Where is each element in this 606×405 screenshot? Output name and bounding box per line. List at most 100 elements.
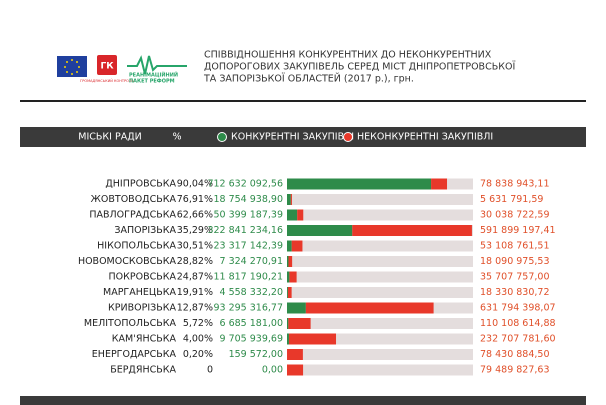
bar-segment — [287, 209, 298, 221]
value-label: 0,00 — [262, 365, 283, 376]
rpr-text: РЕАНІМАЦІЙНИЙ — [129, 71, 178, 79]
category-label: ДНІПРОВСЬКА — [105, 179, 176, 190]
bar-segment — [431, 178, 448, 190]
header-bar — [20, 127, 586, 147]
percent-label: 19,91% — [177, 287, 213, 298]
value-label: 30 038 722,59 — [480, 210, 550, 221]
bar-track — [287, 349, 473, 360]
category-label: МЕЛІТОПОЛЬСЬКА — [84, 318, 177, 329]
category-label: КАМ'ЯНСЬКА — [112, 334, 177, 345]
separator — [20, 100, 586, 102]
value-label: 50 399 187,39 — [213, 210, 283, 221]
bar-track — [287, 194, 473, 205]
value-label: 18 330 830,72 — [480, 287, 550, 298]
percent-label: 12,87% — [177, 303, 213, 314]
bar-segment — [287, 318, 289, 329]
value-label: 11 817 190,21 — [213, 272, 283, 283]
bar-track — [287, 209, 473, 221]
rpr-logo — [127, 55, 187, 75]
category-label: МАРГАНЕЦЬКА — [103, 287, 177, 298]
category-label: ПОКРОВСЬКА — [109, 272, 177, 283]
bar-segment — [287, 287, 288, 298]
value-label: 18 754 938,90 — [213, 194, 283, 205]
bar-track — [287, 256, 473, 267]
percent-label: 0,20% — [183, 349, 213, 360]
value-label: 93 295 316,77 — [213, 303, 283, 314]
chart-title: ДОПОРОГОВИХ ЗАКУПІВЕЛЬ СЕРЕД МІСТ ДНІПРО… — [204, 62, 515, 73]
gk-caption: ГРОМАДЯНСЬКИЙ КОНТРОЛЬ — [80, 78, 134, 83]
gk-logo-text: ГК — [100, 62, 114, 72]
percent-label: 30,51% — [177, 241, 213, 252]
category-label: ЖОВТОВОДСЬКА — [91, 194, 177, 205]
bar-segment — [291, 240, 303, 252]
bar-segment — [287, 364, 304, 376]
category-label: БЕРДЯНСЬКА — [110, 365, 176, 376]
percent-label: 76,91% — [177, 194, 213, 205]
category-label: ЗАПОРІЗЬКА — [114, 225, 176, 236]
bar-segment — [352, 225, 472, 236]
value-label: 53 108 761,51 — [480, 241, 550, 252]
category-label: НОВОМОСКОВСЬКА — [78, 256, 177, 267]
eu-stars — [64, 59, 80, 75]
percent-label: 4,00% — [183, 334, 213, 345]
percent-label: 35,29% — [177, 225, 213, 236]
value-label: 78 430 884,50 — [480, 349, 550, 360]
bar-segment — [288, 333, 337, 345]
bar-segment — [287, 178, 432, 190]
value-label: 5 631 791,59 — [480, 194, 543, 205]
legend-marker — [217, 132, 227, 142]
value-label: 35 707 757,00 — [480, 272, 550, 283]
bar-segment — [297, 209, 304, 221]
percent-label: 5,72% — [183, 318, 213, 329]
value-label: 6 685 181,00 — [220, 318, 283, 329]
category-header: МІСЬКІ РАДИ — [78, 132, 141, 143]
rpr-text: ПАКЕТ РЕФОРМ — [129, 79, 175, 85]
bar-segment — [290, 194, 292, 205]
percent-label: 90,04% — [177, 179, 213, 190]
legend-marker — [343, 132, 353, 142]
value-label: 232 707 781,60 — [480, 334, 556, 345]
value-label: 4 558 332,20 — [220, 287, 283, 298]
percent-header: % — [172, 132, 181, 143]
value-label: 79 489 827,63 — [480, 365, 550, 376]
value-label: 18 090 975,53 — [480, 256, 550, 267]
footer-bar — [20, 396, 586, 405]
legend-label: НЕКОНКУРЕНТНІ ЗАКУПІВЛІ — [357, 132, 493, 143]
bar-segment — [287, 349, 303, 360]
value-label: 7 324 270,91 — [220, 256, 283, 267]
bar-segment — [287, 302, 306, 314]
bar-segment — [287, 271, 290, 283]
value-label: 23 317 142,39 — [213, 241, 283, 252]
value-label: 78 838 943,11 — [480, 179, 550, 190]
bar-segment — [305, 302, 434, 314]
bar-track — [287, 364, 473, 376]
category-label: ПАВЛОГРАДСЬКА — [89, 210, 176, 221]
value-label: 9 705 939,69 — [220, 334, 283, 345]
bar-segment — [287, 256, 289, 267]
bar-segment — [287, 240, 292, 252]
bar-track — [287, 271, 473, 283]
bar-segment — [288, 318, 311, 329]
chart-title: СПІВВІДНОШЕННЯ КОНКУРЕНТНИХ ДО НЕКОНКУРЕ… — [204, 50, 492, 61]
eu-flag — [57, 56, 87, 77]
bar-track — [287, 240, 473, 252]
bar-segment — [288, 256, 293, 267]
category-label: ЕНЕРГОДАРСЬКА — [92, 349, 177, 360]
bar-track — [287, 318, 473, 329]
value-label: 159 572,00 — [229, 349, 283, 360]
bar-segment — [287, 194, 291, 205]
value-label: 322 841 234,16 — [207, 225, 283, 236]
bar-segment — [289, 271, 297, 283]
value-label: 591 899 197,41 — [480, 225, 556, 236]
bar-segment — [287, 225, 353, 236]
bar-segment — [287, 287, 292, 298]
gk-logo — [97, 55, 117, 75]
legend-label: КОНКУРЕНТНІ ЗАКУПІВЛІ — [231, 132, 354, 143]
bar-track — [287, 287, 473, 298]
percent-label: 24,87% — [177, 272, 213, 283]
bar-track — [287, 333, 473, 345]
chart-title: ТА ЗАПОРІЗЬКОЇ ОБЛАСТЕЙ (2017 р.), грн. — [203, 73, 414, 85]
value-label: 712 632 092,56 — [207, 179, 283, 190]
bar-segment — [287, 333, 289, 345]
